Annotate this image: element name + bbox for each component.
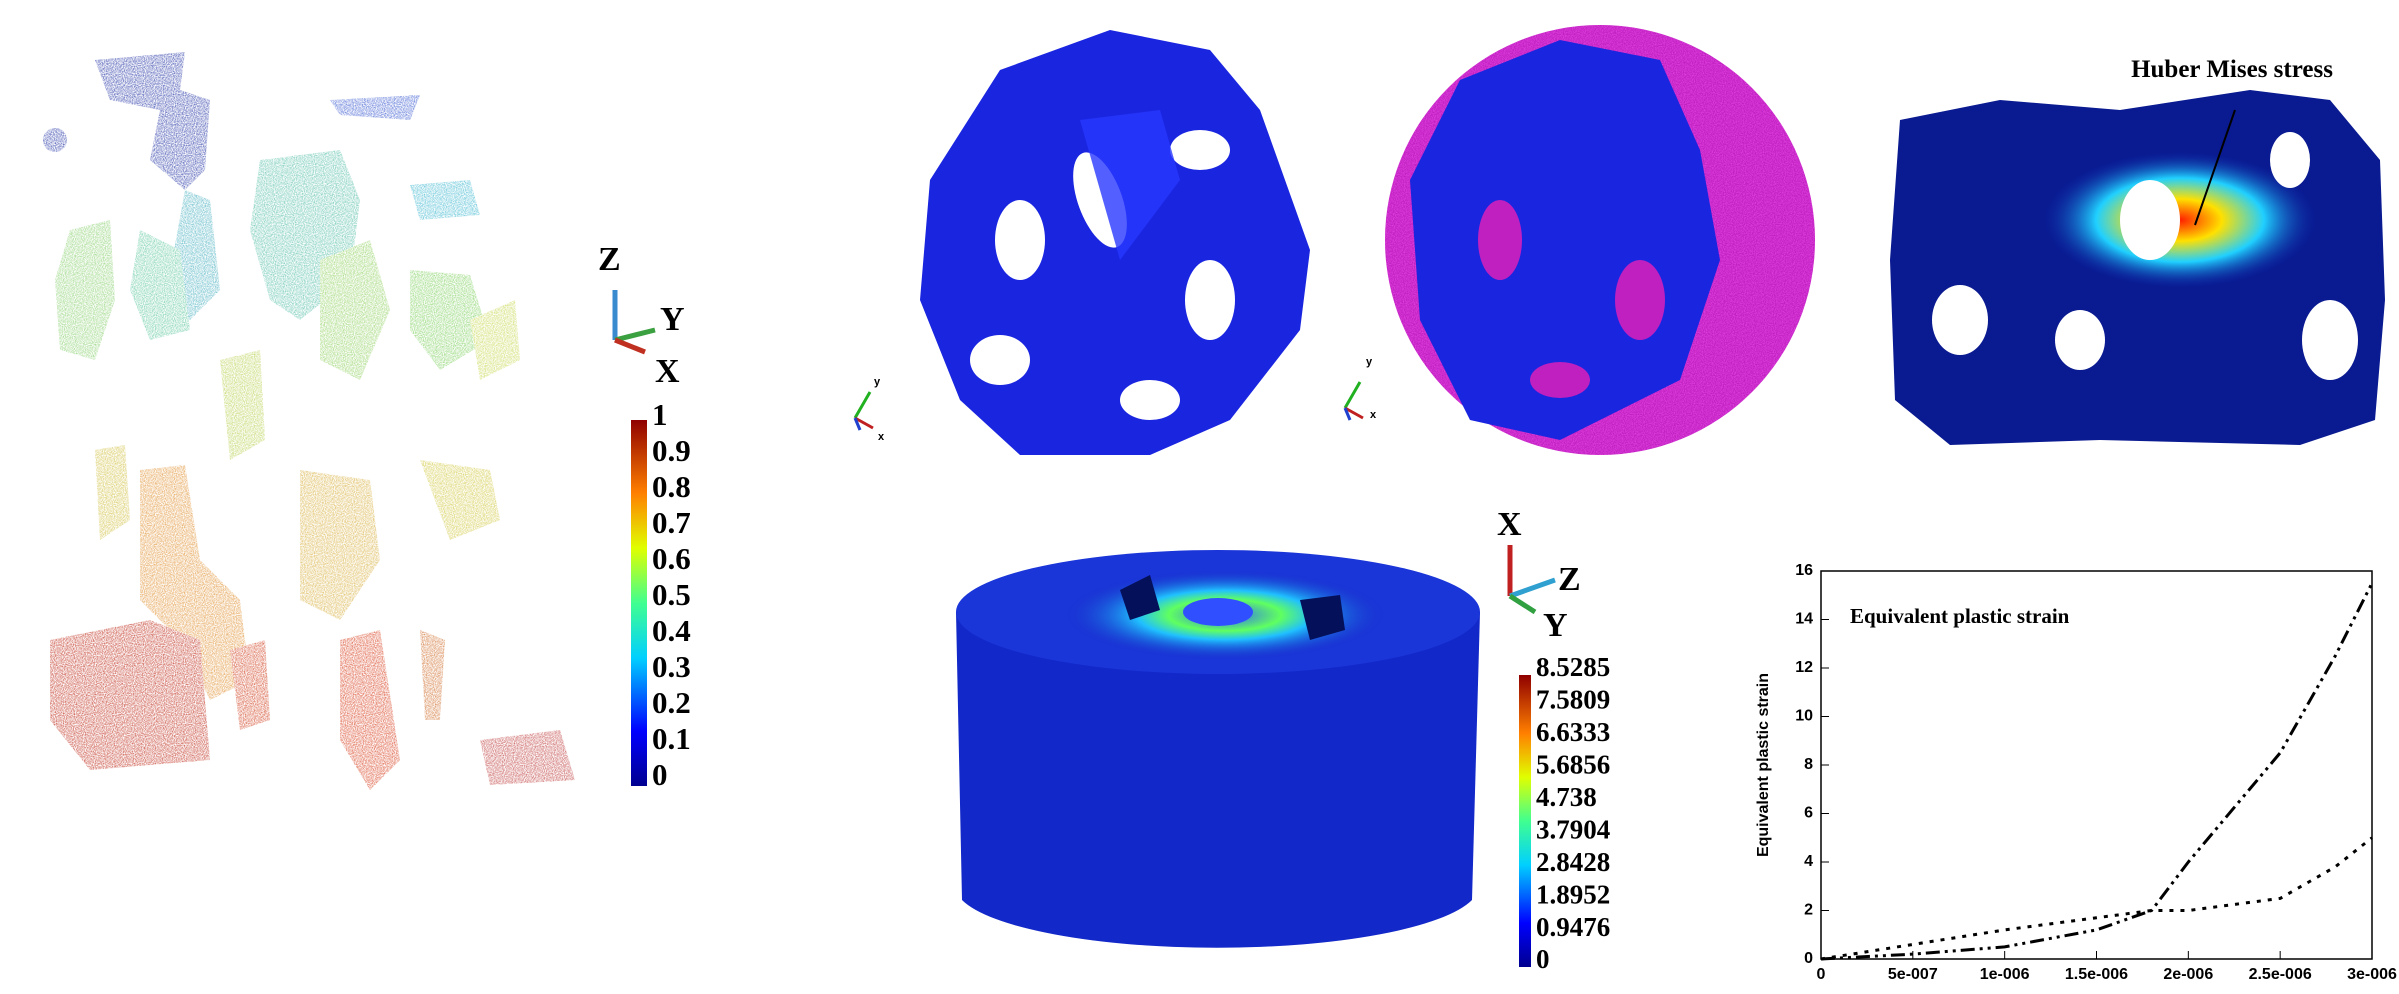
axis-label: x [878, 431, 885, 443]
axis-label: X [655, 353, 680, 390]
colorbar-label: 0.6 [652, 541, 691, 576]
stress-render [1890, 90, 2385, 445]
figure: Z Y X 10.90.80.70.60.50.40.30.20.10 y x … [0, 0, 2399, 994]
bone-mesh-render [1385, 25, 1815, 455]
y-axis-label: Equivalent plastic strain [1755, 673, 1772, 857]
y-tick-label: 14 [1795, 611, 1813, 628]
bone-render [920, 30, 1310, 455]
colorbar-label: 3.7904 [1536, 814, 1610, 844]
axis-triad [1345, 382, 1363, 420]
colorbar-label: 0.2 [652, 685, 691, 720]
y-tick-label: 6 [1804, 805, 1813, 822]
colorbar [631, 420, 647, 786]
y-tick-label: 10 [1795, 708, 1813, 725]
axis-triad [615, 290, 655, 352]
colorbar-label: 5.6856 [1536, 750, 1610, 780]
y-tick-label: 8 [1804, 756, 1813, 773]
colorbar-label: 8.5285 [1536, 652, 1610, 682]
x-tick-label: 1.5e-006 [2065, 966, 2128, 983]
x-tick-label: 5e-007 [1888, 966, 1938, 983]
x-tick-label: 0 [1817, 966, 1826, 983]
colorbar-label: 0 [652, 757, 668, 792]
axis-label: X [1497, 506, 1522, 543]
colorbar-label: 0.4 [652, 613, 691, 648]
colorbar-label: 1 [652, 397, 668, 432]
colorbar-label: 2.8428 [1536, 847, 1610, 877]
series-line [1821, 583, 2372, 959]
annotation: Huber Mises stress [2131, 56, 2333, 83]
colorbar-label: 0.9 [652, 433, 691, 468]
void [100, 570, 135, 610]
y-tick-label: 16 [1795, 562, 1813, 579]
colorbar-label: 0.7 [652, 505, 691, 540]
axis-triad [855, 392, 873, 430]
x-tick-label: 3e-006 [2347, 966, 2397, 983]
y-tick-label: 12 [1795, 659, 1813, 676]
y-tick-label: 0 [1804, 950, 1813, 967]
y-tick-label: 4 [1804, 853, 1813, 870]
colorbar-label: 4.738 [1536, 782, 1597, 812]
line-chart: Equivalent plastic strain Equivalent pla… [1755, 562, 2397, 983]
colorbar-label: 7.5809 [1536, 685, 1610, 715]
colorbar-label: 0.9476 [1536, 912, 1610, 942]
colorbar-label: 0.5 [652, 577, 691, 612]
axis-label: Z [598, 241, 621, 278]
series-line [1821, 838, 2372, 959]
colorbar-label: 1.8952 [1536, 879, 1610, 909]
particle-render [43, 52, 575, 790]
plot-frame [1821, 571, 2372, 959]
x-tick-label: 2.5e-006 [2249, 966, 2312, 983]
chart-title: Equivalent plastic strain [1850, 604, 2070, 628]
y-tick-label: 2 [1804, 902, 1813, 919]
colorbar [1519, 675, 1531, 967]
colorbar-label: 0.3 [652, 649, 691, 684]
cylinder-render [956, 550, 1480, 948]
colorbar-label: 6.6333 [1536, 717, 1610, 747]
colorbar-label: 0.1 [652, 721, 691, 756]
axis-label: y [874, 376, 881, 388]
x-tick-label: 2e-006 [2163, 966, 2213, 983]
axis-label: Z [1558, 561, 1581, 598]
axis-label: y [1366, 356, 1373, 368]
axis-label: Y [1543, 607, 1568, 644]
colorbar-label: 0.8 [652, 469, 691, 504]
axis-label: x [1370, 409, 1377, 421]
axis-label: Y [660, 301, 685, 338]
axis-triad [1510, 545, 1555, 612]
colorbar-label: 0 [1536, 944, 1550, 974]
x-tick-label: 1e-006 [1980, 966, 2030, 983]
